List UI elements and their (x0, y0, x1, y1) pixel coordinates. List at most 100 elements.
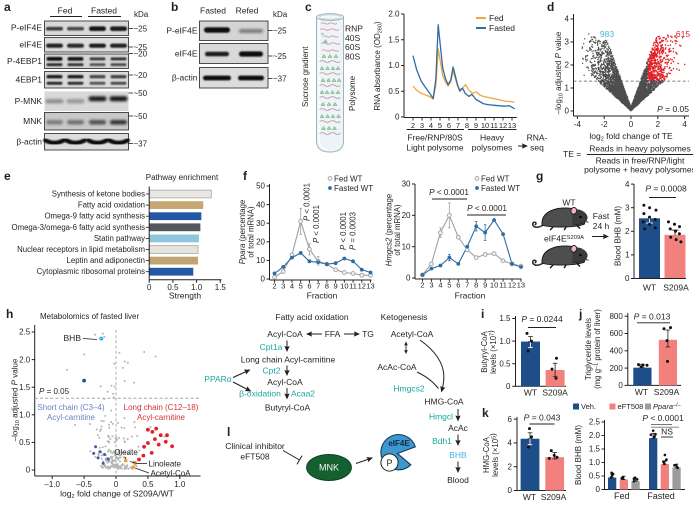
svg-text:Ppara (percentage: Ppara (percentage (238, 200, 247, 265)
svg-text:kDa: kDa (134, 10, 149, 19)
svg-text:f: f (243, 169, 248, 183)
svg-text:levels (×107): levels (×107) (487, 330, 499, 374)
svg-text:β-actin: β-actin (16, 137, 42, 147)
svg-text:Cpt2: Cpt2 (263, 366, 281, 376)
svg-text:3: 3 (281, 282, 285, 291)
svg-text:b: b (171, 0, 178, 14)
svg-text:P = 0.013: P = 0.013 (634, 312, 671, 322)
svg-text:S209A: S209A (663, 283, 689, 293)
svg-text:~50: ~50 (134, 112, 148, 121)
svg-text:Acetyl-CoA: Acetyl-CoA (391, 329, 434, 339)
svg-text:30: 30 (402, 180, 411, 189)
svg-text:a: a (4, 0, 11, 14)
svg-text:Clinical inhibitor: Clinical inhibitor (225, 441, 285, 451)
svg-text:11: 11 (349, 282, 357, 291)
svg-text:2: 2 (420, 281, 424, 290)
svg-text:FFA: FFA (325, 329, 341, 339)
svg-text:P-4EBP1: P-4EBP1 (7, 56, 42, 66)
svg-text:Fed WT: Fed WT (481, 175, 510, 184)
svg-text:0: 0 (147, 283, 152, 292)
svg-text:of total mRNA): of total mRNA) (247, 206, 256, 258)
svg-text:13: 13 (517, 281, 525, 290)
svg-text:S209A: S209A (542, 388, 568, 398)
svg-text:0.5: 0.5 (142, 480, 154, 489)
svg-text:Ketogenesis: Ketogenesis (381, 312, 428, 322)
svg-text:Ppara–/–: Ppara–/– (653, 402, 682, 411)
svg-text:Free/RNP/80S: Free/RNP/80S (407, 133, 463, 143)
svg-text:eFT508: eFT508 (618, 402, 644, 411)
svg-text:0: 0 (596, 485, 601, 494)
svg-text:–log10 adjusted P value: –log10 adjusted P value (11, 358, 22, 441)
svg-text:Fed WT: Fed WT (334, 175, 363, 184)
svg-text:HMG-CoA: HMG-CoA (482, 436, 491, 473)
svg-text:12: 12 (508, 281, 516, 290)
svg-text:WT: WT (635, 387, 648, 397)
svg-text:4: 4 (508, 439, 513, 448)
svg-text:40: 40 (256, 200, 265, 209)
svg-text:6: 6 (508, 415, 513, 424)
svg-text:~25: ~25 (273, 52, 287, 61)
svg-text:6: 6 (456, 281, 460, 290)
svg-text:log2 fold change of TE: log2 fold change of TE (589, 131, 673, 143)
svg-text:4: 4 (438, 281, 442, 290)
svg-text:0: 0 (618, 381, 623, 390)
svg-text:j: j (578, 307, 582, 321)
svg-text:P < 0.0001: P < 0.0001 (339, 212, 348, 250)
svg-text:Veh.: Veh. (581, 402, 596, 411)
svg-text:Fasted: Fasted (647, 491, 675, 501)
svg-text:P = 0.0008: P = 0.0008 (645, 184, 687, 194)
svg-text:Acyl-carnitine: Acyl-carnitine (137, 413, 186, 422)
svg-text:Reads in free/RNP/light: Reads in free/RNP/light (596, 156, 685, 166)
svg-text:Refed: Refed (236, 6, 259, 16)
svg-text:Fed: Fed (614, 491, 630, 501)
svg-text:~37: ~37 (134, 140, 148, 149)
svg-text:TG: TG (362, 329, 374, 339)
svg-text:S209A: S209A (541, 492, 567, 502)
svg-text:1.5: 1.5 (499, 314, 511, 323)
svg-text:24 h: 24 h (593, 221, 610, 231)
svg-text:P < 0.0001: P < 0.0001 (312, 205, 321, 243)
svg-text:7: 7 (456, 121, 460, 130)
svg-text:4: 4 (565, 15, 570, 24)
svg-text:10: 10 (490, 281, 498, 290)
svg-text:0.5: 0.5 (19, 438, 31, 447)
svg-text:Oleate: Oleate (114, 448, 138, 457)
svg-text:3: 3 (565, 38, 570, 47)
svg-text:P = 0.05: P = 0.05 (657, 104, 689, 114)
svg-text:10: 10 (481, 121, 489, 130)
svg-text:eIF4E: eIF4E (175, 49, 198, 59)
svg-text:Statin pathway: Statin pathway (94, 234, 145, 243)
svg-text:levels (×105): levels (×105) (489, 433, 501, 477)
svg-text:983: 983 (600, 29, 614, 39)
svg-text:Fasted: Fasted (91, 6, 117, 16)
svg-text:Bdh1: Bdh1 (432, 436, 452, 446)
svg-text:MNK: MNK (23, 116, 42, 126)
svg-text:5: 5 (299, 282, 303, 291)
svg-text:Acyl-CoA: Acyl-CoA (267, 329, 303, 339)
svg-text:7: 7 (316, 282, 320, 291)
svg-text:–1.0: –1.0 (44, 480, 60, 489)
svg-text:P = 0.0244: P = 0.0244 (521, 314, 563, 324)
svg-text:5: 5 (438, 121, 442, 130)
svg-text:RNA-: RNA- (527, 133, 548, 143)
svg-text:13: 13 (508, 121, 516, 130)
svg-text:P < 0.0001: P < 0.0001 (429, 188, 469, 197)
svg-text:seq: seq (530, 143, 544, 153)
svg-text:Triglyceride levels: Triglyceride levels (584, 318, 593, 380)
svg-text:eFT508: eFT508 (240, 452, 270, 462)
svg-text:0.5: 0.5 (167, 283, 179, 292)
svg-text:11: 11 (499, 281, 507, 290)
svg-text:0.5: 0.5 (388, 87, 400, 96)
svg-text:2: 2 (625, 227, 630, 236)
svg-text:1.5: 1.5 (19, 383, 31, 392)
svg-text:2.0: 2.0 (19, 355, 31, 364)
svg-text:PPARα: PPARα (204, 374, 232, 384)
svg-text:Reads in heavy polysomes: Reads in heavy polysomes (589, 144, 691, 154)
svg-text:Leptin and adiponectin: Leptin and adiponectin (67, 256, 145, 265)
svg-text:P < 0.0001: P < 0.0001 (303, 183, 312, 221)
svg-text:1.0: 1.0 (174, 480, 186, 489)
svg-text:Acyl-CoA: Acyl-CoA (267, 377, 303, 387)
svg-text:40S: 40S (345, 33, 360, 43)
svg-text:Metabolomics of fasted liver: Metabolomics of fasted liver (40, 312, 139, 321)
svg-text:600: 600 (609, 329, 623, 338)
